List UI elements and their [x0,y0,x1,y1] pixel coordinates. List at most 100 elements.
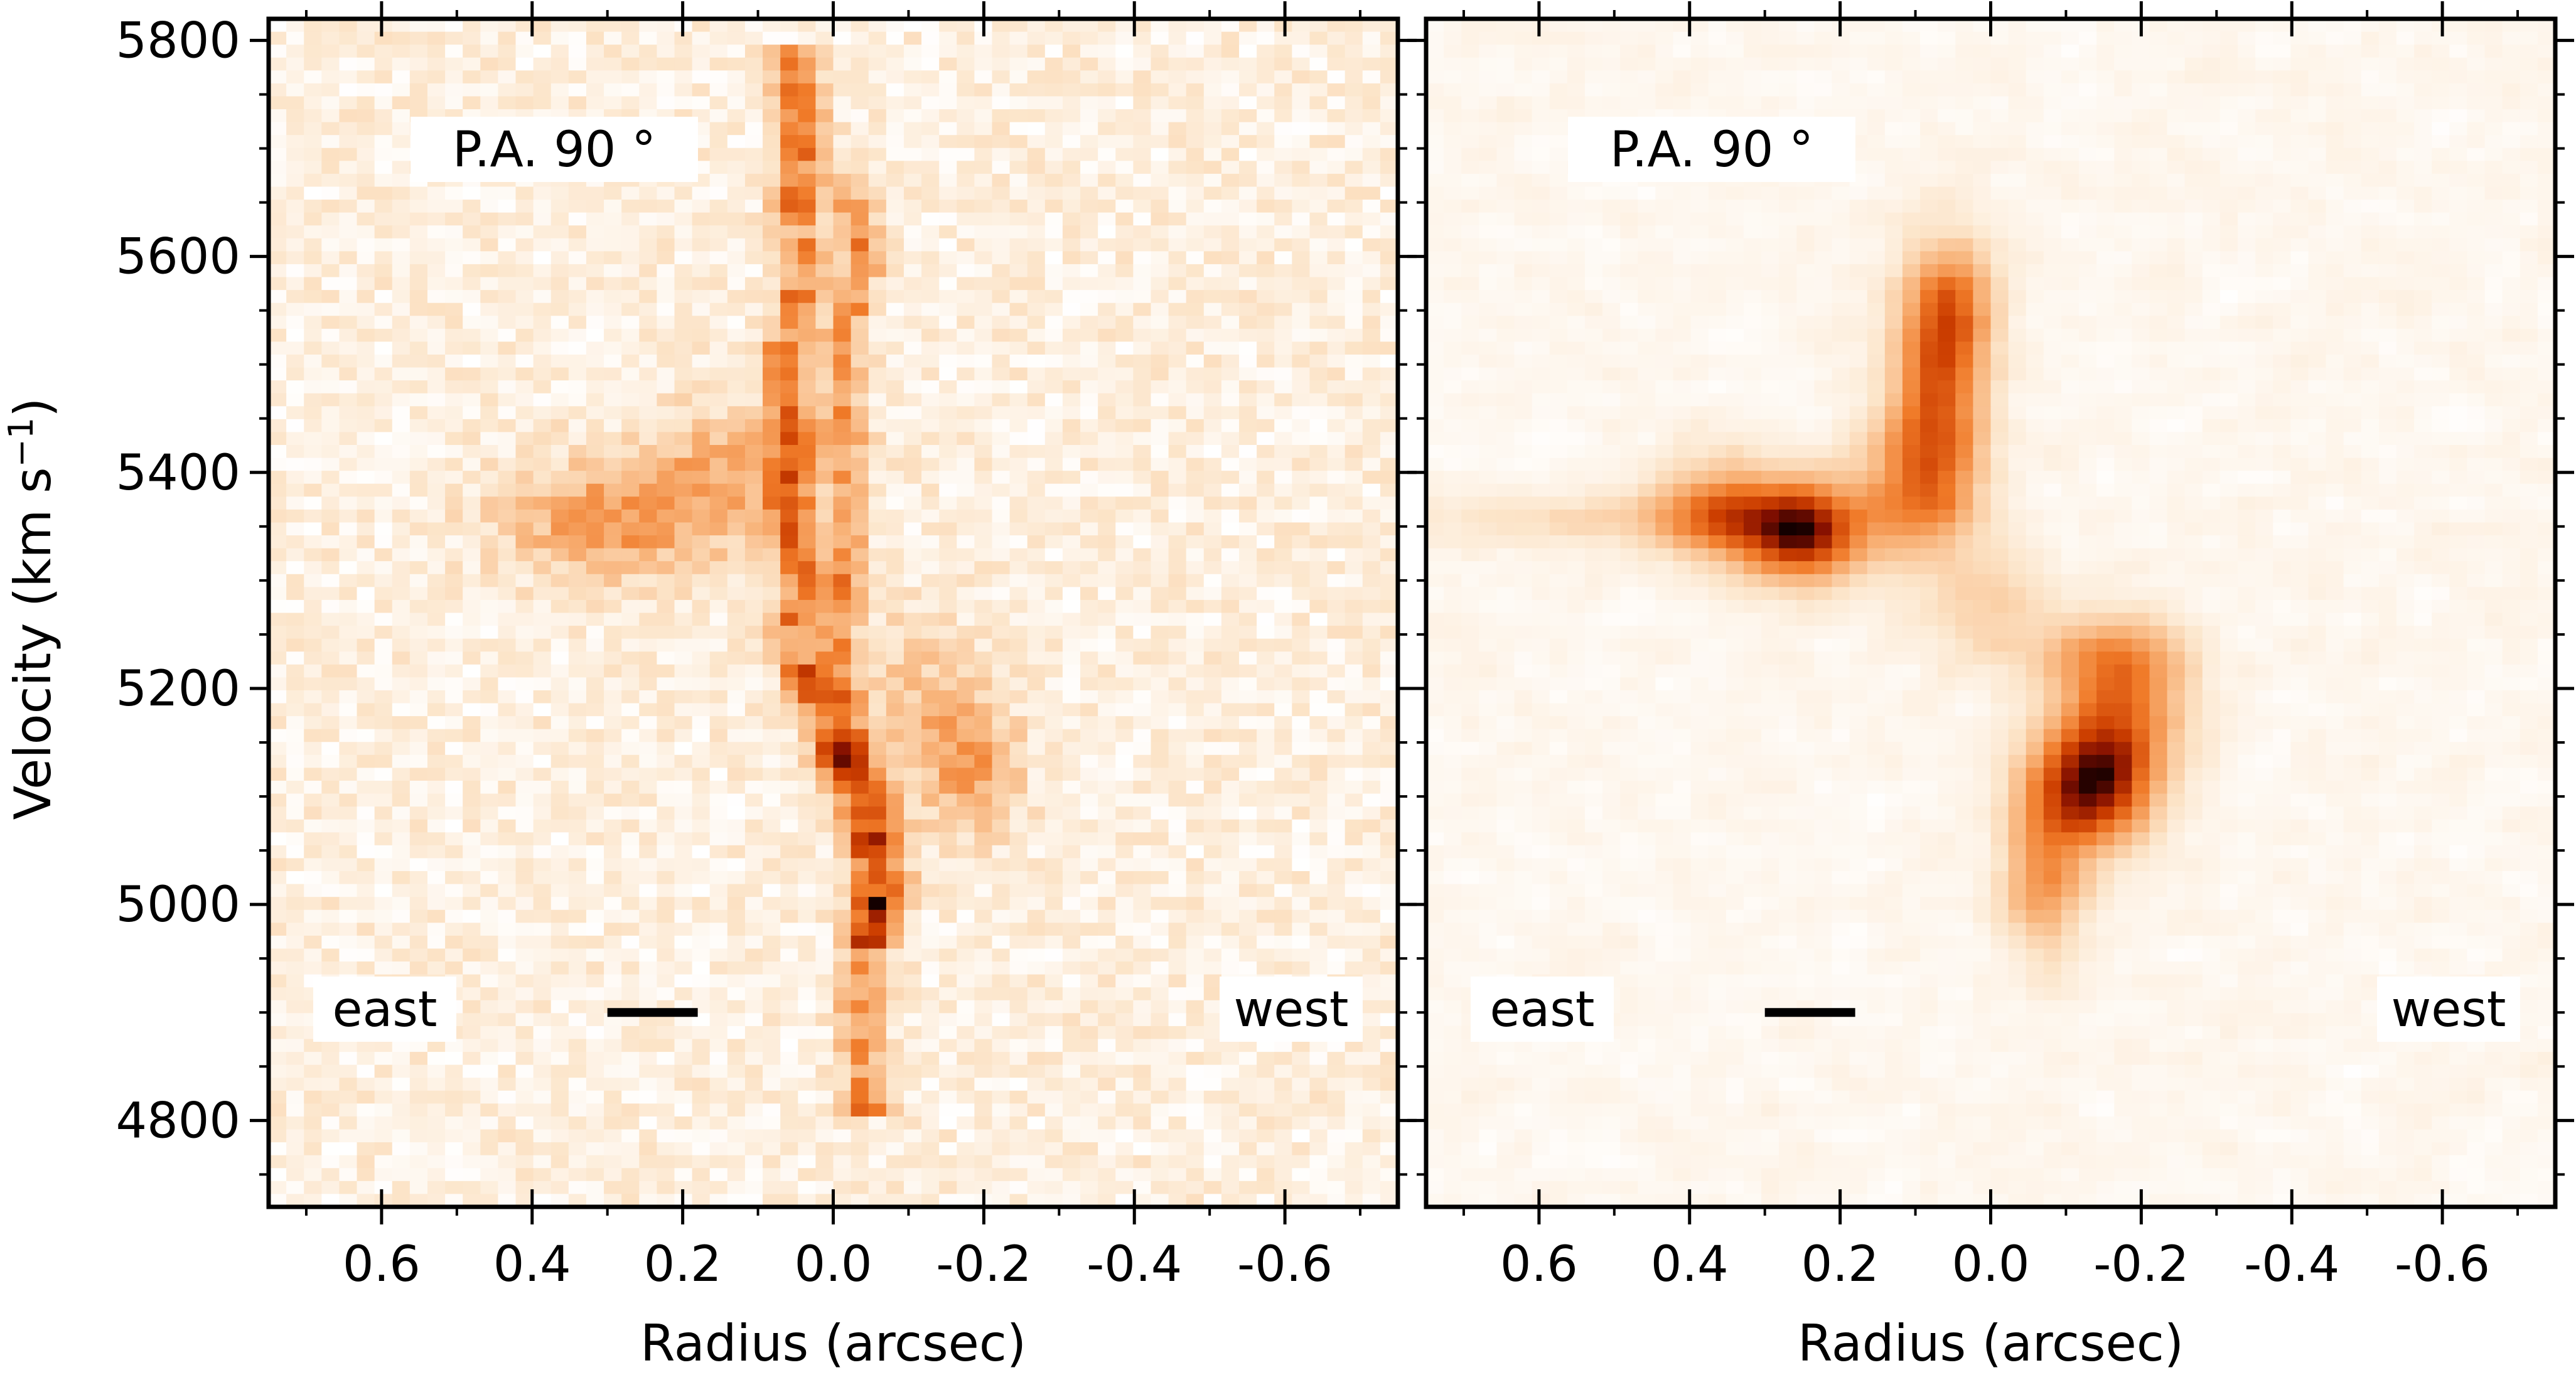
heatmap-cell [498,483,517,498]
heatmap-cell [903,858,922,872]
heatmap-cell [1186,587,1205,601]
heatmap-cell [763,716,781,730]
heatmap-cell [763,1013,781,1027]
heatmap-cell [657,432,675,446]
heatmap-cell [1292,948,1311,962]
heatmap-cell [1115,186,1134,200]
heatmap-cell [1309,729,1328,743]
heatmap-cell [286,742,305,756]
heatmap-cell [1044,251,1063,265]
heatmap-cell [886,845,904,859]
heatmap-cell [357,147,375,162]
heatmap-cell [1327,587,1346,601]
heatmap-cell [780,574,799,588]
heatmap-cell [727,974,746,988]
heatmap-cell [639,445,658,459]
heatmap-cell [903,19,922,33]
heatmap-cell [744,96,763,110]
heatmap-cell [269,793,287,807]
heatmap-cell [939,147,958,162]
heatmap-cell [357,328,375,343]
heatmap-cell [727,1013,746,1027]
heatmap-cell [515,264,534,278]
heatmap-cell [1203,561,1222,575]
heatmap-cell [1292,302,1311,317]
heatmap-cell [533,57,552,72]
heatmap-cell [1344,251,1363,265]
heatmap-cell [1151,290,1169,304]
heatmap-cell [763,496,781,510]
heatmap-cell [833,651,852,665]
heatmap-cell [286,935,305,950]
heatmap-cell [1292,316,1311,329]
heatmap-cell [1133,277,1152,291]
heatmap-cell [409,70,428,84]
heatmap-cell [586,225,604,239]
heatmap-cell [568,780,587,795]
heatmap-cell [1274,57,1293,72]
heatmap-cell [269,367,287,381]
heatmap-cell [1098,57,1117,72]
heatmap-cell [568,31,587,45]
heatmap-cell [1380,935,1398,950]
heatmap-cell [339,948,358,962]
heatmap-cell [1362,923,1381,936]
heatmap-cell [1151,974,1169,988]
heatmap-cell [815,200,834,213]
heatmap-cell [1257,212,1275,227]
heatmap-cell [550,419,569,433]
heatmap-cell [709,367,728,381]
heatmap-cell [709,225,728,239]
heatmap-cell [674,858,693,872]
heatmap-cell [304,419,323,433]
heatmap-cell [392,496,411,510]
heatmap-cell [780,251,799,265]
heatmap-cell [1327,638,1346,653]
heatmap-cell [604,845,622,859]
heatmap-cell [1221,19,1240,33]
heatmap-cell [286,729,305,743]
heatmap-cell [639,225,658,239]
heatmap-cell [604,302,622,317]
heatmap-cell [321,677,340,691]
heatmap-cell [286,961,305,975]
heatmap-cell [1098,1013,1117,1027]
heatmap-cell [604,703,622,717]
heatmap-cell [1274,96,1293,110]
heatmap-cell [1380,1000,1398,1014]
heatmap-cell [1362,341,1381,355]
heatmap-cell [463,832,481,846]
heatmap-cell [463,806,481,820]
heatmap-cell [1098,419,1117,433]
heatmap-cell [374,832,393,846]
heatmap-cell [1115,638,1134,653]
heatmap-cell [1168,561,1187,575]
heatmap-cell [727,729,746,743]
heatmap-cell [780,599,799,614]
heatmap-cell [1062,819,1081,833]
heatmap-cell [992,251,1011,265]
heatmap-cell [1292,212,1311,227]
heatmap-cell [992,406,1011,420]
heatmap-cell [1080,83,1098,97]
heatmap-cell [1062,19,1081,33]
heatmap-cell [480,393,499,407]
heatmap-cell [1274,200,1293,213]
heatmap-cell [445,948,463,962]
heatmap-cell [1151,561,1169,575]
heatmap-cell [1168,109,1187,123]
heatmap-cell [1221,316,1240,329]
heatmap-cell [1221,251,1240,265]
heatmap-cell [1115,871,1134,885]
heatmap-cell [1362,626,1381,640]
heatmap-cell [1080,19,1098,33]
heatmap-cell [1344,935,1363,950]
heatmap-cell [1151,135,1169,149]
heatmap-cell [1186,522,1205,536]
heatmap-cell [1080,587,1098,601]
heatmap-cell [1115,302,1134,317]
heatmap-cell [639,845,658,859]
heatmap-cell [921,135,940,149]
heatmap-cell [550,561,569,575]
heatmap-cell [833,1013,852,1027]
